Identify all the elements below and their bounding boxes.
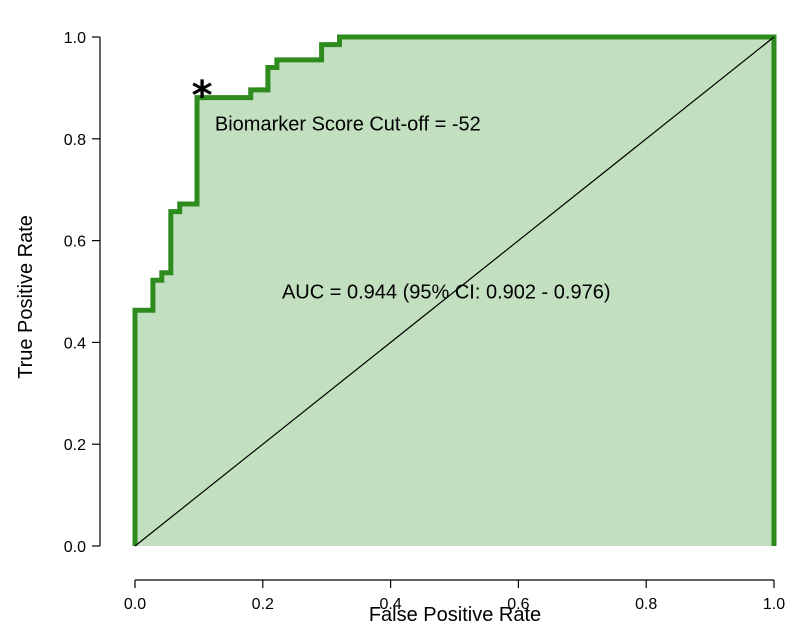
x-tick-label: 0.4 [379, 596, 401, 613]
x-tick-label: 0.8 [635, 596, 657, 613]
chance-diagonal-line [134, 36, 775, 547]
cutoff-annotation: Biomarker Score Cut-off = -52 [215, 114, 481, 136]
y-tick-label: 0.8 [64, 132, 86, 149]
y-tick-label: 0.2 [64, 437, 86, 454]
x-tick-label: 0.0 [124, 596, 146, 613]
y-tick-label: 0.6 [64, 234, 86, 251]
x-axis-title: False Positive Rate [369, 604, 541, 626]
x-tick-label: 0.6 [507, 596, 529, 613]
roc-curve-line [132, 34, 777, 546]
y-axis-title: True Positive Rate [15, 215, 37, 379]
auc-annotation: AUC = 0.944 (95% CI: 0.902 - 0.976) [282, 282, 611, 304]
y-tick-label: 1.0 [64, 30, 86, 47]
cutoff-marker-asterisk: * [192, 73, 213, 119]
axes: 0.0 0.2 0.4 0.6 0.8 1.0 0.0 0.2 0.4 0.6 0.8 1.0 [64, 30, 785, 613]
x-tick-label: 1.0 [763, 596, 785, 613]
plot-area: *Biomarker Score Cut-off = -52 AUC = 0.94… [132, 34, 777, 547]
y-tick-label: 0.4 [64, 335, 86, 352]
x-tick-label: 0.2 [252, 596, 274, 613]
y-tick-label: 0.0 [64, 539, 86, 556]
